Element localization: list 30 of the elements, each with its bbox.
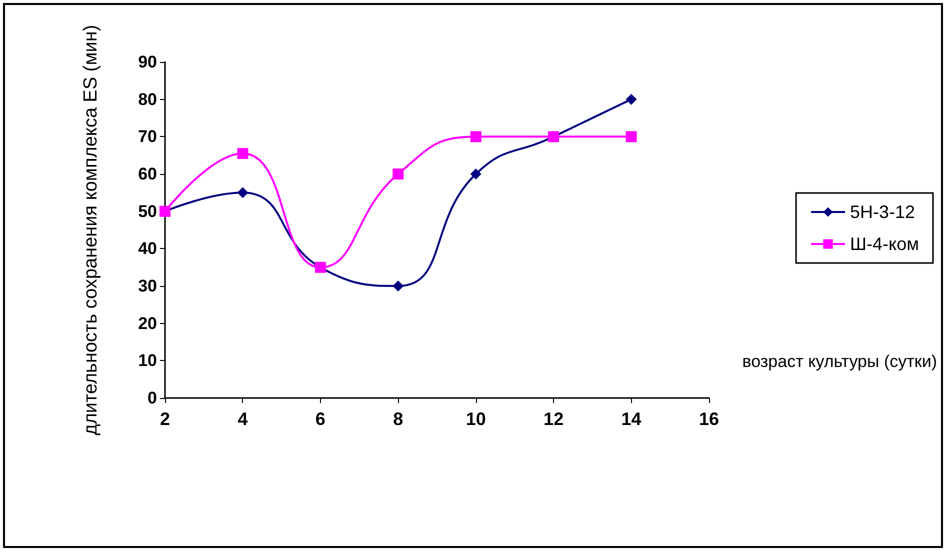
y-tick-label: 40 xyxy=(138,239,157,258)
y-tick-label: 70 xyxy=(138,127,157,146)
x-tick-label: 6 xyxy=(315,409,326,429)
x-tick-label: 16 xyxy=(698,409,720,429)
x-axis-title: возраст культуры (сутки) xyxy=(742,352,938,371)
x-tick-label: 8 xyxy=(393,409,404,429)
point xyxy=(470,131,482,142)
point xyxy=(470,168,482,180)
y-tick-label: 30 xyxy=(138,276,157,296)
y-tick-label: 90 xyxy=(138,52,157,72)
y-tick-label: 80 xyxy=(138,90,157,109)
point xyxy=(392,168,404,180)
legend-label: 5H-3-12 xyxy=(850,202,916,222)
x-tick-label: 4 xyxy=(238,409,248,429)
point xyxy=(237,187,248,198)
x-tick-label: 12 xyxy=(544,409,564,429)
x-tick-label: 10 xyxy=(466,409,486,429)
x-tick-label: 14 xyxy=(621,409,642,429)
y-tick-label: 10 xyxy=(138,351,157,370)
x-tick-label: 2 xyxy=(160,409,170,429)
y-axis-title: длительность сохранения комплекса ES (мин) xyxy=(80,24,102,436)
point xyxy=(626,131,637,142)
legend-label: Ш-4-ком xyxy=(850,234,920,254)
point xyxy=(237,148,248,159)
y-tick-label: 0 xyxy=(148,388,157,408)
point xyxy=(392,280,404,292)
y-tick-label: 60 xyxy=(138,164,157,184)
point xyxy=(626,94,637,105)
y-tick-label: 20 xyxy=(138,314,157,333)
y-tick-label: 50 xyxy=(138,202,157,221)
